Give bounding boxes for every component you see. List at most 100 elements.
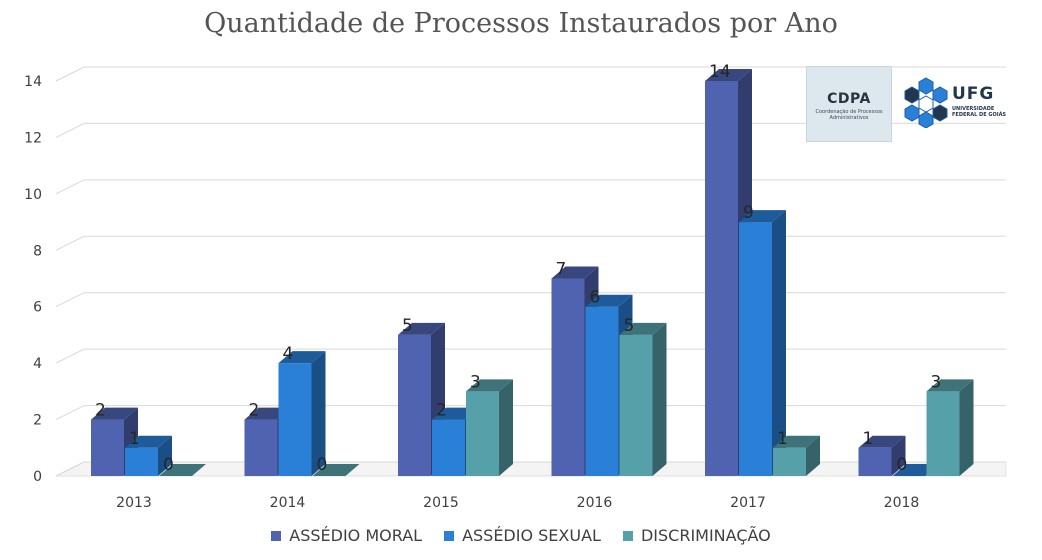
bars	[91, 69, 974, 477]
bar	[773, 435, 820, 476]
bar-side	[959, 379, 974, 476]
y-tick-label: 2	[33, 413, 42, 429]
data-label: 3	[931, 372, 942, 392]
data-label: 2	[249, 401, 260, 421]
bar-side	[806, 435, 820, 476]
ufg-logo-text: UFG	[952, 84, 995, 104]
legend-label: ASSÉDIO MORAL	[289, 526, 423, 545]
cdpa-logo-text: CDPA	[827, 91, 871, 107]
legend-item: ASSÉDIO SEXUAL	[444, 526, 601, 545]
bar-top	[739, 210, 786, 223]
data-label: 0	[897, 455, 908, 475]
data-label: 0	[317, 455, 328, 475]
bar-front	[773, 447, 806, 476]
bar-top	[312, 464, 360, 476]
bar-front	[466, 391, 499, 476]
x-tick-label: 2016	[577, 495, 613, 511]
data-label: 9	[743, 203, 754, 223]
bar	[739, 210, 786, 477]
gridline	[55, 461, 1006, 477]
data-label: 0	[163, 455, 174, 475]
bar-side	[772, 210, 786, 477]
logos: CDPA Coordenação de Processos Administra…	[806, 66, 1016, 142]
bar-front	[858, 447, 892, 476]
x-tick-label: 2015	[423, 495, 459, 511]
legend-swatch	[622, 530, 633, 541]
y-tick-label: 14	[24, 74, 42, 90]
chart-title: Quantidade de Processos Instaurados por …	[204, 8, 838, 39]
data-label: 3	[470, 372, 481, 392]
data-label: 5	[402, 316, 413, 336]
bar-side	[311, 351, 326, 476]
bar-side	[891, 435, 906, 476]
bar	[278, 351, 326, 476]
y-tick-label: 8	[33, 243, 42, 259]
bar-top	[705, 69, 752, 81]
bar-front	[739, 222, 772, 476]
y-tick-label: 12	[24, 130, 42, 146]
bar	[858, 435, 906, 476]
bar-top	[125, 435, 172, 448]
bar-front	[432, 419, 465, 476]
legend-label: DISCRIMINAÇÃO	[640, 526, 771, 545]
bar-front	[619, 334, 653, 476]
bar-front	[244, 419, 278, 476]
bar-side	[652, 322, 667, 476]
data-label: 4	[283, 344, 294, 364]
bar	[466, 379, 513, 476]
ufg-logo-subtext: UNIVERSIDADE FEDERAL DE GOIÁS	[952, 106, 1007, 118]
bar-top	[159, 464, 206, 476]
bar-front	[91, 419, 124, 476]
gridline	[55, 179, 1006, 195]
bar-top	[926, 379, 974, 392]
y-tick-label: 0	[33, 469, 42, 485]
y-tick-label: 6	[33, 300, 42, 316]
data-labels: 2 1 0 2 4 0 5 2 3 7 6 5 14 9 1 1 0 3	[95, 62, 941, 475]
gridline	[55, 122, 1006, 138]
data-label: 1	[863, 429, 874, 449]
bar-top	[398, 322, 445, 335]
bar-front	[926, 391, 960, 476]
bar	[125, 435, 172, 476]
x-tick-label: 2017	[730, 495, 766, 511]
bar	[312, 464, 360, 476]
bar	[159, 464, 206, 476]
bar-side	[499, 379, 513, 476]
bar-top	[466, 379, 513, 392]
data-label: 7	[556, 260, 567, 280]
bar	[926, 379, 974, 476]
bar-top	[773, 435, 820, 448]
y-tick-label: 10	[24, 187, 42, 203]
cdpa-logo: CDPA Coordenação de Processos Administra…	[806, 66, 892, 142]
gridline	[55, 348, 1006, 364]
data-label: 6	[590, 288, 601, 308]
cdpa-logo-subtext: Coordenação de Processos Administrativos	[815, 109, 883, 121]
bar-top	[585, 294, 633, 307]
gridline	[55, 405, 1006, 421]
bar-top	[551, 266, 599, 279]
legend: ASSÉDIO MORAL ASSÉDIO SEXUAL DISCRIMINAÇÃO	[0, 526, 1042, 545]
data-label: 2	[95, 401, 106, 421]
data-label: 1	[129, 429, 140, 449]
bar-front	[551, 278, 585, 476]
legend-item: ASSÉDIO MORAL	[271, 526, 422, 545]
ufg-logo: UFG UNIVERSIDADE FEDERAL DE GOIÁS	[902, 76, 1014, 132]
bar-top	[619, 322, 667, 335]
bar-top	[278, 351, 326, 364]
bar-front	[398, 334, 431, 476]
legend-swatch	[271, 530, 282, 541]
data-label: 2	[436, 401, 447, 421]
data-label: 1	[777, 429, 788, 449]
gridline	[55, 235, 1006, 251]
bar-front	[585, 306, 619, 476]
bar-side	[158, 435, 172, 476]
data-label: 5	[624, 316, 635, 336]
y-tick-label: 4	[33, 356, 42, 372]
bar	[619, 322, 667, 476]
gridline	[55, 66, 1006, 82]
legend-label: ASSÉDIO SEXUAL	[462, 526, 601, 545]
data-label: 14	[709, 62, 731, 82]
gridline	[55, 292, 1006, 308]
